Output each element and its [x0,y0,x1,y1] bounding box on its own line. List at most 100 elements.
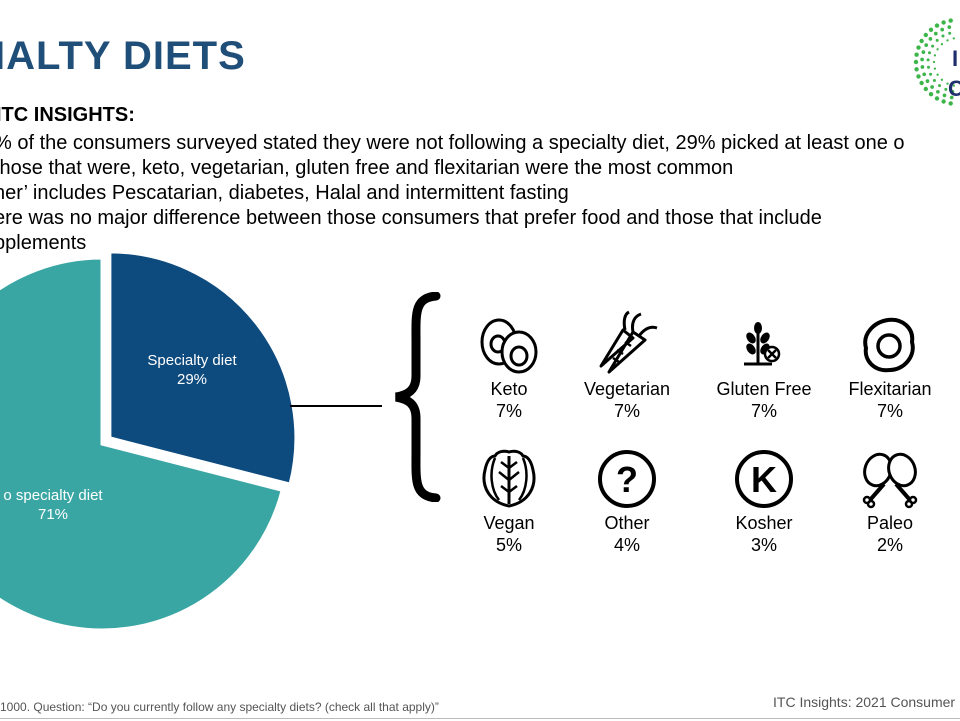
diet-kosher: K Kosher 3% [689,448,839,556]
diet-name: Other [604,513,650,533]
insight-line: % of the consumers surveyed stated they … [0,132,905,154]
logo-dot [934,23,940,28]
logo-dot [928,51,931,55]
logo-dot [948,31,952,35]
logo-dot [919,80,924,86]
diet-keto: Keto 7% [434,314,584,422]
logo-dot [932,60,936,64]
logo-dot [914,52,919,57]
svg-text:K: K [751,459,777,500]
logo-dot [929,72,933,76]
logo-dot [941,20,946,25]
diet-name: Vegetarian [583,379,671,399]
logo-dot [928,37,933,41]
diet-name: Kosher [735,513,793,533]
pie-chart [0,250,298,632]
logo-dot [952,37,955,40]
logo-dot [951,90,955,93]
logo-dot [921,50,926,54]
insight-line: her’ includes Pescatarian, diabetes, Hal… [0,182,569,204]
pie-label-no-specialty: o specialty diet 71% [0,486,118,524]
diet-paleo: Paleo 2% [815,448,960,556]
footnote: 1000. Question: “Do you currently follow… [0,700,439,714]
logo-dot [952,84,955,87]
logo-dot [927,65,930,69]
drumstick-icon [862,452,918,509]
insight-line: those that were, keto, vegetarian, glute… [0,157,734,179]
diet-pct: 4% [613,535,640,555]
page-title: IALTY DIETS [0,34,246,78]
insight-line: ere was no major difference between thos… [0,207,822,229]
logo-dot [935,38,939,42]
diet-pct: 7% [613,401,640,421]
logo-dot [919,38,924,44]
logo-dot [914,67,919,72]
logo-dot [940,43,944,46]
logo-dot [944,87,948,91]
logo-dot [938,84,941,88]
logo-dot [925,79,930,83]
bottom-divider [0,718,960,719]
logo-dot [947,25,952,29]
diet-vegan: Vegan 5% [434,448,584,556]
diet-pct: 7% [495,401,522,421]
logo-dot [913,59,919,65]
wheat-icon [744,322,781,366]
logo-dot [941,99,946,104]
pie-slice-no-specialty [0,256,284,632]
logo-dot [933,31,938,36]
logo-dot [942,93,947,98]
logo-dot [920,65,925,69]
diet-name: Keto [490,379,528,399]
logo-dot [936,48,939,51]
slice-pct: 29% [176,371,208,388]
logo-dot [934,96,940,101]
curly-brace [395,292,441,502]
itc-logo: I C [913,18,960,106]
diet-pct: 5% [495,535,522,555]
diet-name: Flexitarian [848,379,932,399]
logo-dot [924,43,929,47]
logo-dot [946,39,949,42]
logo-dot [936,89,940,94]
diet-vegetarian: Vegetarian 7% [552,310,702,422]
logo-dot [946,82,949,85]
logo-dot [941,34,945,38]
logo-dot [933,67,937,70]
logo-dot [931,44,935,48]
logo-dot [923,32,928,38]
logo-dot [916,45,921,50]
svg-text:I: I [952,46,958,71]
kosher-icon: K [735,450,793,508]
logo-dot [940,27,945,32]
diet-other: ? Other 4% [552,448,702,556]
logo-dot [940,78,944,81]
diet-pct: 7% [876,401,903,421]
logo-dot [948,18,953,23]
logo-dot [930,85,934,89]
diet-pct: 2% [876,535,903,555]
diet-pct: 3% [750,535,777,555]
slice-name: o specialty diet [3,487,103,504]
logo-dot [923,86,928,92]
insight-line: pplements [0,232,87,254]
logo-dot [928,92,934,97]
logo-dot [928,27,934,32]
insights-heading: ITC INSIGHTS: [0,104,135,126]
logo-dot [920,57,924,62]
spinach-icon [482,449,536,508]
logo-dot [936,73,939,76]
eggs-icon [480,318,538,374]
connector-line [290,405,382,407]
question-icon: ? [598,450,656,508]
slice-name: Specialty diet [147,352,237,369]
diet-gluten-free: Gluten Free 7% [689,318,839,422]
diet-name: Paleo [866,513,914,533]
insights-list: % of the consumers surveyed stated they … [0,131,960,256]
fried-egg-icon [863,317,915,373]
logo-dot [922,72,927,77]
pie-slice-specialty [108,250,298,486]
logo-dot [949,95,954,100]
pie-label-specialty: Specialty diet 29% [132,351,252,389]
logo-dot [933,54,937,57]
